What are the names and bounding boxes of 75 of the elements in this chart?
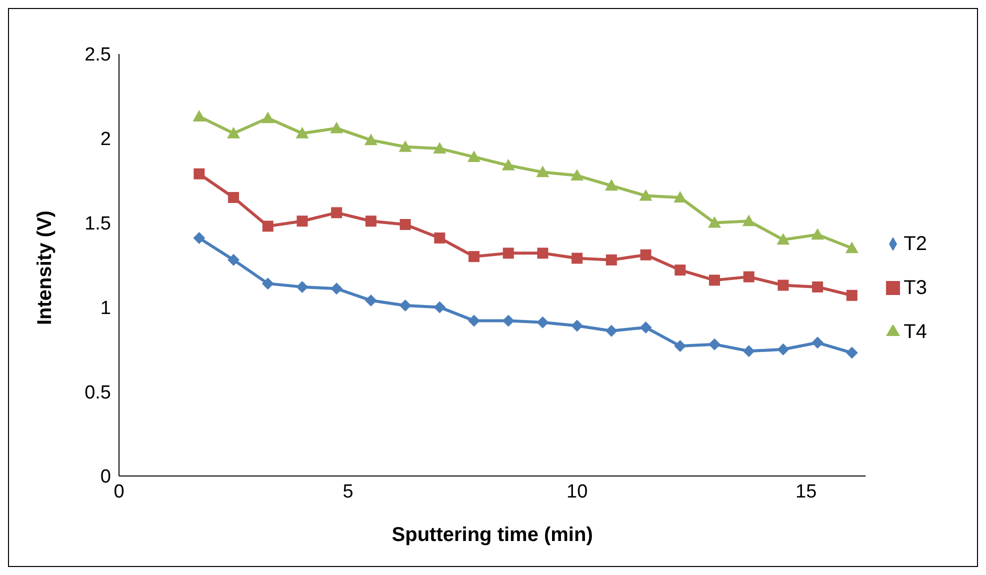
point: [640, 249, 652, 260]
x-tick-label: 5: [342, 481, 354, 502]
point: [606, 254, 617, 266]
point: [570, 169, 584, 181]
y-tick-label: 1: [100, 298, 111, 319]
point: [743, 271, 754, 282]
point: [434, 232, 446, 244]
point: [742, 345, 755, 358]
point: [846, 346, 858, 359]
point: [776, 233, 790, 245]
point: [399, 300, 412, 312]
point: [708, 274, 720, 286]
point: [536, 316, 549, 328]
point: [364, 294, 377, 306]
point: [846, 290, 858, 301]
point: [296, 216, 308, 227]
x-tick-label: 15: [796, 481, 817, 502]
point: [262, 220, 274, 232]
point: [261, 112, 274, 124]
x-tick-label: 0: [114, 481, 124, 502]
point: [708, 338, 720, 350]
point: [536, 166, 550, 178]
point: [434, 301, 446, 314]
x-axis-title: Sputtering time (min): [392, 524, 593, 546]
point: [227, 126, 240, 138]
point: [604, 179, 618, 191]
point: [812, 281, 824, 292]
point: [296, 280, 308, 293]
point: [537, 248, 548, 259]
point: [502, 314, 514, 327]
x-tick-label: 10: [566, 481, 588, 502]
point: [778, 280, 789, 291]
point: [674, 340, 686, 352]
point: [364, 134, 378, 146]
point: [812, 336, 824, 349]
point: [845, 242, 858, 254]
y-tick-label: 0.5: [84, 382, 111, 404]
point: [193, 232, 206, 244]
y-axis-title: Intensity (V): [34, 210, 56, 325]
y-tick-label: 1.5: [84, 214, 111, 235]
point: [468, 314, 480, 327]
point: [708, 216, 721, 228]
point: [398, 140, 412, 152]
y-tick-label: 0: [100, 466, 111, 488]
point: [674, 264, 686, 276]
point: [296, 126, 309, 138]
point: [433, 142, 446, 154]
point: [674, 190, 687, 202]
point: [742, 214, 756, 226]
y-tick-label: 2: [100, 129, 111, 150]
point: [194, 168, 205, 180]
point: [331, 207, 342, 218]
point: [330, 122, 344, 134]
point: [228, 192, 240, 203]
point: [365, 216, 376, 227]
point: [192, 110, 206, 122]
point: [228, 254, 240, 266]
point: [571, 320, 584, 332]
legend-label: T3: [904, 276, 927, 298]
point: [572, 252, 583, 264]
legend-label: T4: [904, 320, 927, 342]
point: [811, 228, 824, 240]
legend-label: T2: [904, 232, 927, 254]
point: [639, 189, 652, 201]
point: [468, 150, 481, 162]
point: [777, 343, 790, 356]
y-tick-label: 2.5: [84, 44, 111, 66]
point: [468, 251, 480, 262]
point: [605, 324, 618, 337]
point: [502, 248, 514, 259]
point: [330, 282, 343, 295]
point: [262, 278, 274, 290]
point: [502, 158, 515, 170]
point: [640, 321, 652, 334]
point: [400, 218, 411, 230]
